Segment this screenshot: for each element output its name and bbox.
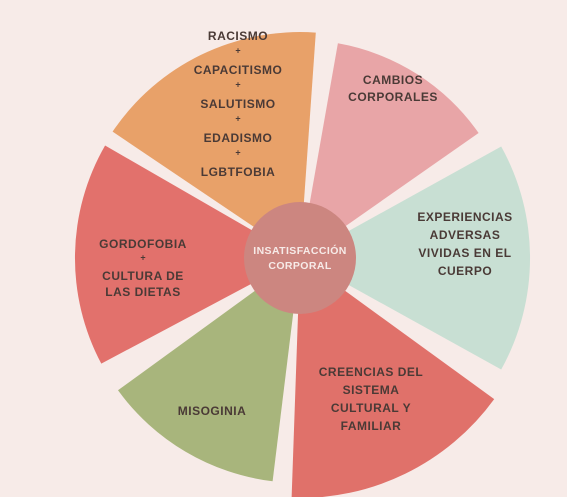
- segment-label-gordofobia: GORDOFOBIA+ CULTURA DE LAS DIETAS: [99, 237, 187, 299]
- segment-factores-opresion: [112, 32, 316, 258]
- label-line: EDADISMO: [204, 131, 273, 145]
- label-line: CAPACITISMO: [194, 63, 283, 77]
- label-line: CORPORALES: [348, 90, 438, 104]
- segment-label-creencias: CREENCIAS DEL SISTEMA CULTURAL Y FAMILIAR: [319, 365, 424, 433]
- label-line: CREENCIAS DEL: [319, 365, 424, 379]
- label-line: SISTEMA: [343, 383, 400, 397]
- label-line: CAMBIOS: [363, 73, 423, 87]
- plus-separator: +: [140, 252, 145, 262]
- plus-separator: +: [235, 79, 240, 89]
- label-line: CULTURA DE: [102, 269, 184, 283]
- segment-creencias: [291, 258, 495, 497]
- label-line: SALUTISMO: [200, 97, 275, 111]
- label-line: RACISMO: [208, 29, 268, 43]
- label-line: CUERPO: [438, 264, 492, 278]
- label-line: GORDOFOBIA: [99, 237, 187, 251]
- label-line: ADVERSAS: [430, 228, 501, 242]
- segment-label-cambios-corporales: CAMBIOS CORPORALES: [348, 73, 438, 104]
- label-line: LGBTFOBIA: [201, 165, 276, 179]
- plus-separator: +: [235, 147, 240, 157]
- center-circle: [244, 202, 356, 314]
- segment-label-experiencias-adversas: EXPERIENCIAS ADVERSAS VIVIDAS EN EL CUERPO: [417, 210, 512, 278]
- label-line: MISOGINIA: [178, 404, 247, 418]
- segment-gordofobia: [74, 145, 300, 364]
- label-line: CULTURAL Y: [331, 401, 411, 415]
- segment-label-misoginia: MISOGINIA: [178, 404, 247, 418]
- center-label: INSATISFACCIÓN: [253, 244, 347, 257]
- label-line: FAMILIAR: [341, 419, 402, 433]
- label-line: VIVIDAS EN EL: [418, 246, 511, 260]
- plus-separator: +: [235, 113, 240, 123]
- center-label: CORPORAL: [268, 260, 331, 272]
- segment-misoginia: [118, 258, 300, 482]
- label-line: EXPERIENCIAS: [417, 210, 512, 224]
- label-line: LAS DIETAS: [105, 285, 180, 299]
- plus-separator: +: [235, 45, 240, 55]
- segment-label-factores-opresion: RACISMO + CAPACITISMO + SALUTISMO + EDADISMO + L…: [194, 29, 283, 179]
- segment-cambios-corporales: [300, 43, 479, 258]
- segment-experiencias-adversas: [300, 146, 531, 370]
